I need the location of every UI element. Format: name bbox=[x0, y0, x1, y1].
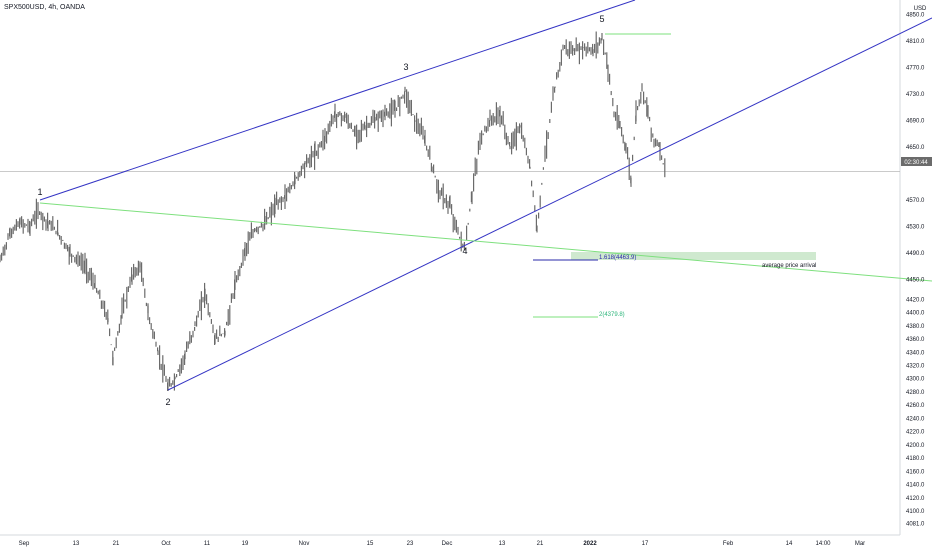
wave-label-2: 2 bbox=[165, 397, 170, 407]
price-tick-label: 4160.0 bbox=[906, 469, 925, 475]
time-tick-label: 17 bbox=[642, 541, 649, 547]
price-tick-label: 4730.0 bbox=[906, 92, 925, 98]
price-tick-label: 4180.0 bbox=[906, 456, 925, 462]
average-price-label: average price arrival bbox=[762, 263, 816, 269]
lower-channel-line[interactable] bbox=[167, 17, 932, 391]
time-tick-label: Feb bbox=[723, 541, 734, 547]
currency-label: USD bbox=[914, 6, 927, 12]
time-tick-label: 2022 bbox=[583, 541, 597, 547]
price-tick-label: 4260.0 bbox=[906, 403, 925, 409]
time-axis[interactable]: Sep 13 21 Oct 11 19 Nov 15 23 Dec 13 21 2022 17 Feb 14 1… bbox=[19, 541, 866, 547]
price-tick-label: 4200.0 bbox=[906, 443, 925, 449]
wave-label-3: 3 bbox=[403, 62, 408, 72]
time-tick-label: 14 bbox=[786, 541, 793, 547]
price-tick-label: 4300.0 bbox=[906, 377, 925, 383]
time-tick-label: 21 bbox=[537, 541, 544, 547]
time-tick-label: Oct bbox=[161, 541, 171, 547]
price-tick-label: 4380.0 bbox=[906, 324, 925, 330]
price-tick-label: 4450.0 bbox=[906, 277, 925, 283]
time-tick-label: 13 bbox=[73, 541, 80, 547]
wave-label-5: 5 bbox=[599, 14, 604, 24]
time-tick-label: Mar bbox=[855, 541, 865, 547]
time-tick-label: Sep bbox=[19, 541, 30, 547]
price-tick-label: 4340.0 bbox=[906, 350, 925, 356]
time-tick-label: 23 bbox=[407, 541, 414, 547]
price-tick-label: 4650.0 bbox=[906, 145, 925, 151]
price-tick-label: 4570.0 bbox=[906, 198, 925, 204]
time-tick-label: 13 bbox=[499, 541, 506, 547]
last-price-tag-text: 02:30:44 bbox=[904, 160, 928, 166]
price-tick-label: 4240.0 bbox=[906, 417, 925, 423]
average-price-zone bbox=[571, 252, 816, 260]
time-tick-label: 14:00 bbox=[815, 541, 831, 547]
price-tick-label: 4420.0 bbox=[906, 297, 925, 303]
price-tick-label: 4690.0 bbox=[906, 119, 925, 125]
price-tick-label: 4320.0 bbox=[906, 364, 925, 370]
price-tick-label: 4081.0 bbox=[906, 522, 925, 528]
price-tick-label: 4400.0 bbox=[906, 311, 925, 317]
price-tick-label: 4100.0 bbox=[906, 509, 925, 515]
price-tick-label: 4280.0 bbox=[906, 390, 925, 396]
time-tick-label: Dec bbox=[442, 541, 453, 547]
time-tick-label: 15 bbox=[367, 541, 374, 547]
upper-channel-line[interactable] bbox=[39, 0, 636, 201]
wave-label-1: 1 bbox=[37, 187, 42, 197]
price-tick-label: 4770.0 bbox=[906, 66, 925, 72]
price-tick-label: 4220.0 bbox=[906, 430, 925, 436]
price-tick-label: 4490.0 bbox=[906, 251, 925, 257]
price-tick-label: 4360.0 bbox=[906, 337, 925, 343]
last-price-tag bbox=[901, 157, 932, 166]
price-tick-label: 4140.0 bbox=[906, 483, 925, 489]
wave-label-4: 4 bbox=[462, 246, 467, 256]
price-tick-label: 4120.0 bbox=[906, 496, 925, 502]
symbol-title: SPX500USD, 4h, OANDA bbox=[4, 4, 85, 11]
green-trend-line[interactable] bbox=[39, 202, 932, 282]
fib-2-label: 2(4379.8) bbox=[599, 312, 625, 318]
fib-1618-label: 1.618(4463.9) bbox=[599, 255, 636, 261]
price-tick-label: 4810.0 bbox=[906, 39, 925, 45]
time-tick-label: Nov bbox=[299, 541, 310, 547]
price-axis[interactable]: 4850.0 4810.0 4770.0 4730.0 4690.0 4650.0 4570… bbox=[906, 13, 925, 528]
price-tick-label: 4530.0 bbox=[906, 225, 925, 231]
time-tick-label: 19 bbox=[242, 541, 249, 547]
price-tick-label: 4850.0 bbox=[906, 13, 925, 19]
candle-series bbox=[0, 31, 666, 391]
time-tick-label: 11 bbox=[204, 541, 211, 547]
time-tick-label: 21 bbox=[113, 541, 120, 547]
